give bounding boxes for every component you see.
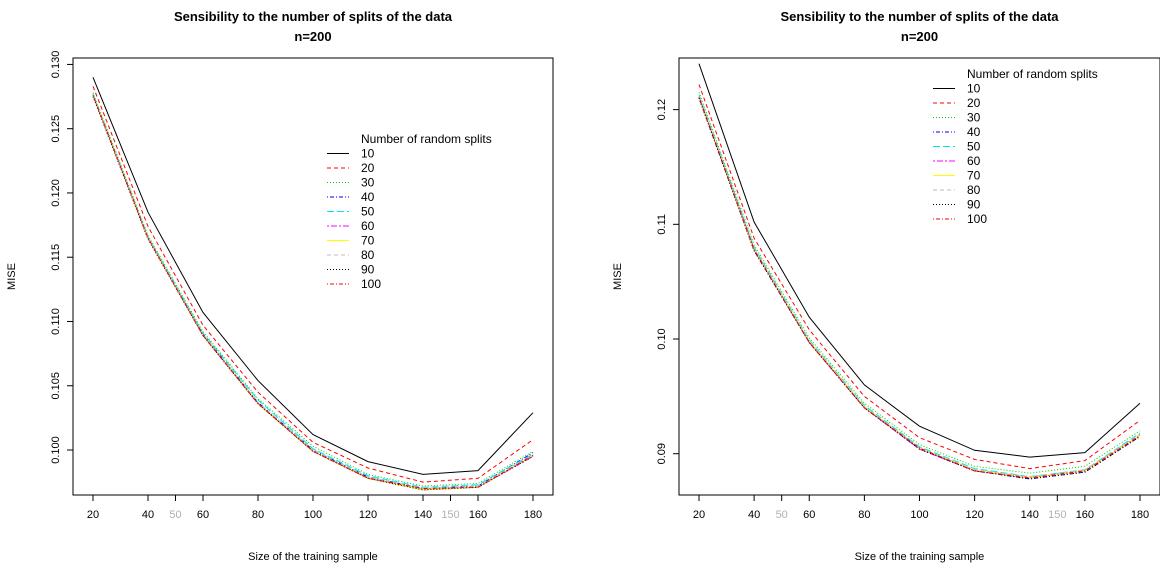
x-tick-label: 20 xyxy=(87,509,99,521)
legend-label: 50 xyxy=(361,205,375,219)
series-line-40 xyxy=(698,97,1141,480)
y-tick-label: 0.125 xyxy=(50,115,62,143)
legend-label: 80 xyxy=(361,248,375,262)
legend-label: 90 xyxy=(967,198,981,212)
chart-subtitle: n=200 xyxy=(294,29,331,44)
series-line-20 xyxy=(698,84,1141,470)
legend-label: 100 xyxy=(967,212,987,226)
series-line-80 xyxy=(698,95,1141,478)
x-tick-label: 180 xyxy=(524,509,542,521)
y-tick-label: 0.09 xyxy=(656,443,668,464)
x-tick-label: 160 xyxy=(1076,509,1094,521)
series-line-90 xyxy=(698,97,1141,480)
legend-label: 20 xyxy=(361,161,375,175)
x-tick-label: 20 xyxy=(693,509,705,521)
x-tick-label: 120 xyxy=(359,509,377,521)
series-line-10 xyxy=(92,77,534,475)
y-tick-label: 0.130 xyxy=(50,51,62,79)
x-minor-tick-label: 150 xyxy=(1048,509,1066,521)
series-line-40 xyxy=(92,95,534,490)
series-line-70 xyxy=(92,95,534,491)
x-tick-label: 40 xyxy=(142,509,154,521)
series-line-50 xyxy=(698,94,1141,478)
chart-title: Sensibility to the number of splits of t… xyxy=(780,9,1059,24)
x-minor-tick-label: 150 xyxy=(441,509,459,521)
y-tick-label: 0.100 xyxy=(50,436,62,464)
y-tick-label: 0.115 xyxy=(50,244,62,271)
x-tick-label: 140 xyxy=(414,509,432,521)
legend-title: Number of random splits xyxy=(967,67,1098,81)
plot-frame xyxy=(678,57,1160,496)
legend-title: Number of random splits xyxy=(361,132,492,146)
legend-label: 40 xyxy=(967,125,981,139)
legend-label: 60 xyxy=(361,219,375,233)
chart-panel-1: Sensibility to the number of splits of t… xyxy=(6,9,554,563)
x-tick-label: 80 xyxy=(252,509,264,521)
x-minor-tick-label: 50 xyxy=(169,509,181,521)
y-tick-label: 0.12 xyxy=(656,99,668,120)
series-line-90 xyxy=(92,96,534,491)
series-line-50 xyxy=(92,93,534,488)
series-line-10 xyxy=(698,63,1141,458)
legend-label: 50 xyxy=(967,140,981,154)
series-line-60 xyxy=(92,95,534,491)
series-line-80 xyxy=(92,95,534,490)
y-tick-label: 0.105 xyxy=(50,372,62,400)
series-line-70 xyxy=(698,96,1141,479)
series-line-30 xyxy=(698,92,1141,474)
x-tick-label: 60 xyxy=(803,509,815,521)
x-tick-label: 160 xyxy=(469,509,487,521)
y-tick-label: 0.110 xyxy=(50,308,62,335)
x-tick-label: 140 xyxy=(1021,509,1039,521)
x-tick-label: 100 xyxy=(304,509,322,521)
legend: Number of random splits10203040506070809… xyxy=(933,67,1098,226)
x-tick-label: 120 xyxy=(965,509,983,521)
y-axis-label: MISE xyxy=(6,263,18,290)
series-line-60 xyxy=(698,96,1141,479)
legend: Number of random splits10203040506070809… xyxy=(327,132,492,291)
legend-label: 70 xyxy=(361,234,375,248)
chart-title: Sensibility to the number of splits of t… xyxy=(174,9,453,24)
legend-label: 40 xyxy=(361,190,375,204)
x-tick-label: 80 xyxy=(858,509,870,521)
legend-label: 90 xyxy=(361,263,375,277)
chart-subtitle: n=200 xyxy=(901,29,938,44)
legend-label: 30 xyxy=(967,111,981,125)
y-axis-label: MISE xyxy=(612,263,624,290)
chart-panel-2: Sensibility to the number of splits of t… xyxy=(612,9,1160,563)
legend-label: 80 xyxy=(967,183,981,197)
series-line-100 xyxy=(92,95,534,490)
series-line-30 xyxy=(92,92,534,487)
x-tick-label: 180 xyxy=(1131,509,1149,521)
series-line-100 xyxy=(698,96,1141,479)
x-minor-tick-label: 50 xyxy=(776,509,788,521)
x-axis-label: Size of the training sample xyxy=(855,551,985,563)
y-tick-label: 0.11 xyxy=(656,214,668,235)
legend-label: 20 xyxy=(967,96,981,110)
x-axis-label: Size of the training sample xyxy=(248,551,378,563)
x-tick-label: 60 xyxy=(197,509,209,521)
legend-label: 100 xyxy=(361,277,381,291)
legend-label: 10 xyxy=(967,82,981,96)
y-tick-label: 0.10 xyxy=(656,328,668,349)
x-tick-label: 100 xyxy=(910,509,928,521)
legend-label: 60 xyxy=(967,154,981,168)
legend-label: 10 xyxy=(361,147,375,161)
plot-frame xyxy=(72,57,554,496)
y-tick-label: 0.120 xyxy=(50,179,62,207)
legend-label: 70 xyxy=(967,169,981,183)
legend-label: 30 xyxy=(361,176,375,190)
x-tick-label: 40 xyxy=(748,509,760,521)
